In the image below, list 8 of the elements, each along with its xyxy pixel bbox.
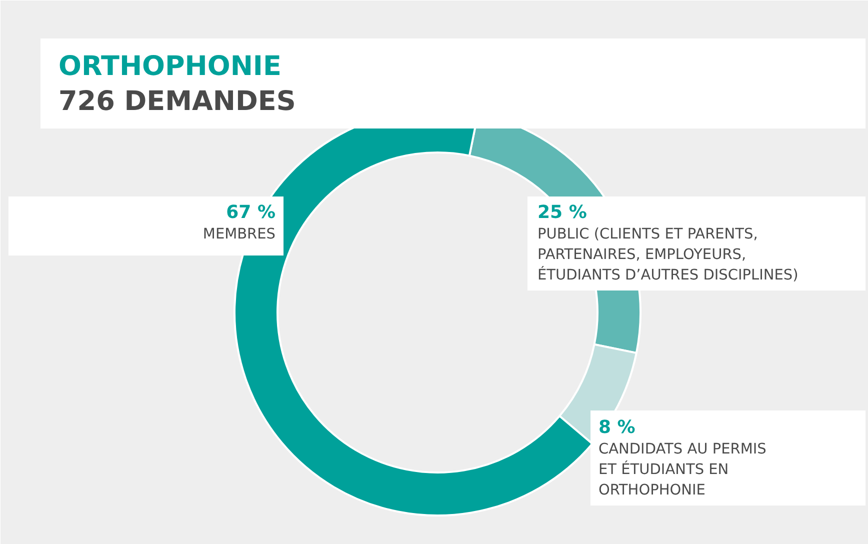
slice-label: MEMBRES [202, 226, 276, 242]
chart-title: ORTHOPHONIE [58, 51, 282, 82]
chart-subtitle: 726 DEMANDES [58, 86, 296, 117]
data-label: 67 % [226, 202, 276, 223]
slice-label: CANDIDATS AU PERMIS ET ÉTUDIANTS EN ORTHOPHONIE [598, 442, 766, 498]
slice-label: PUBLIC (CLIENTS ET PARENTS, PARTENAIRES, EMPLOYEURS, ÉTUDIANTS D’AUTRES DISCIPLINES) [538, 226, 798, 284]
data-label: 25 % [538, 202, 587, 223]
data-label: 8 % [598, 417, 636, 438]
